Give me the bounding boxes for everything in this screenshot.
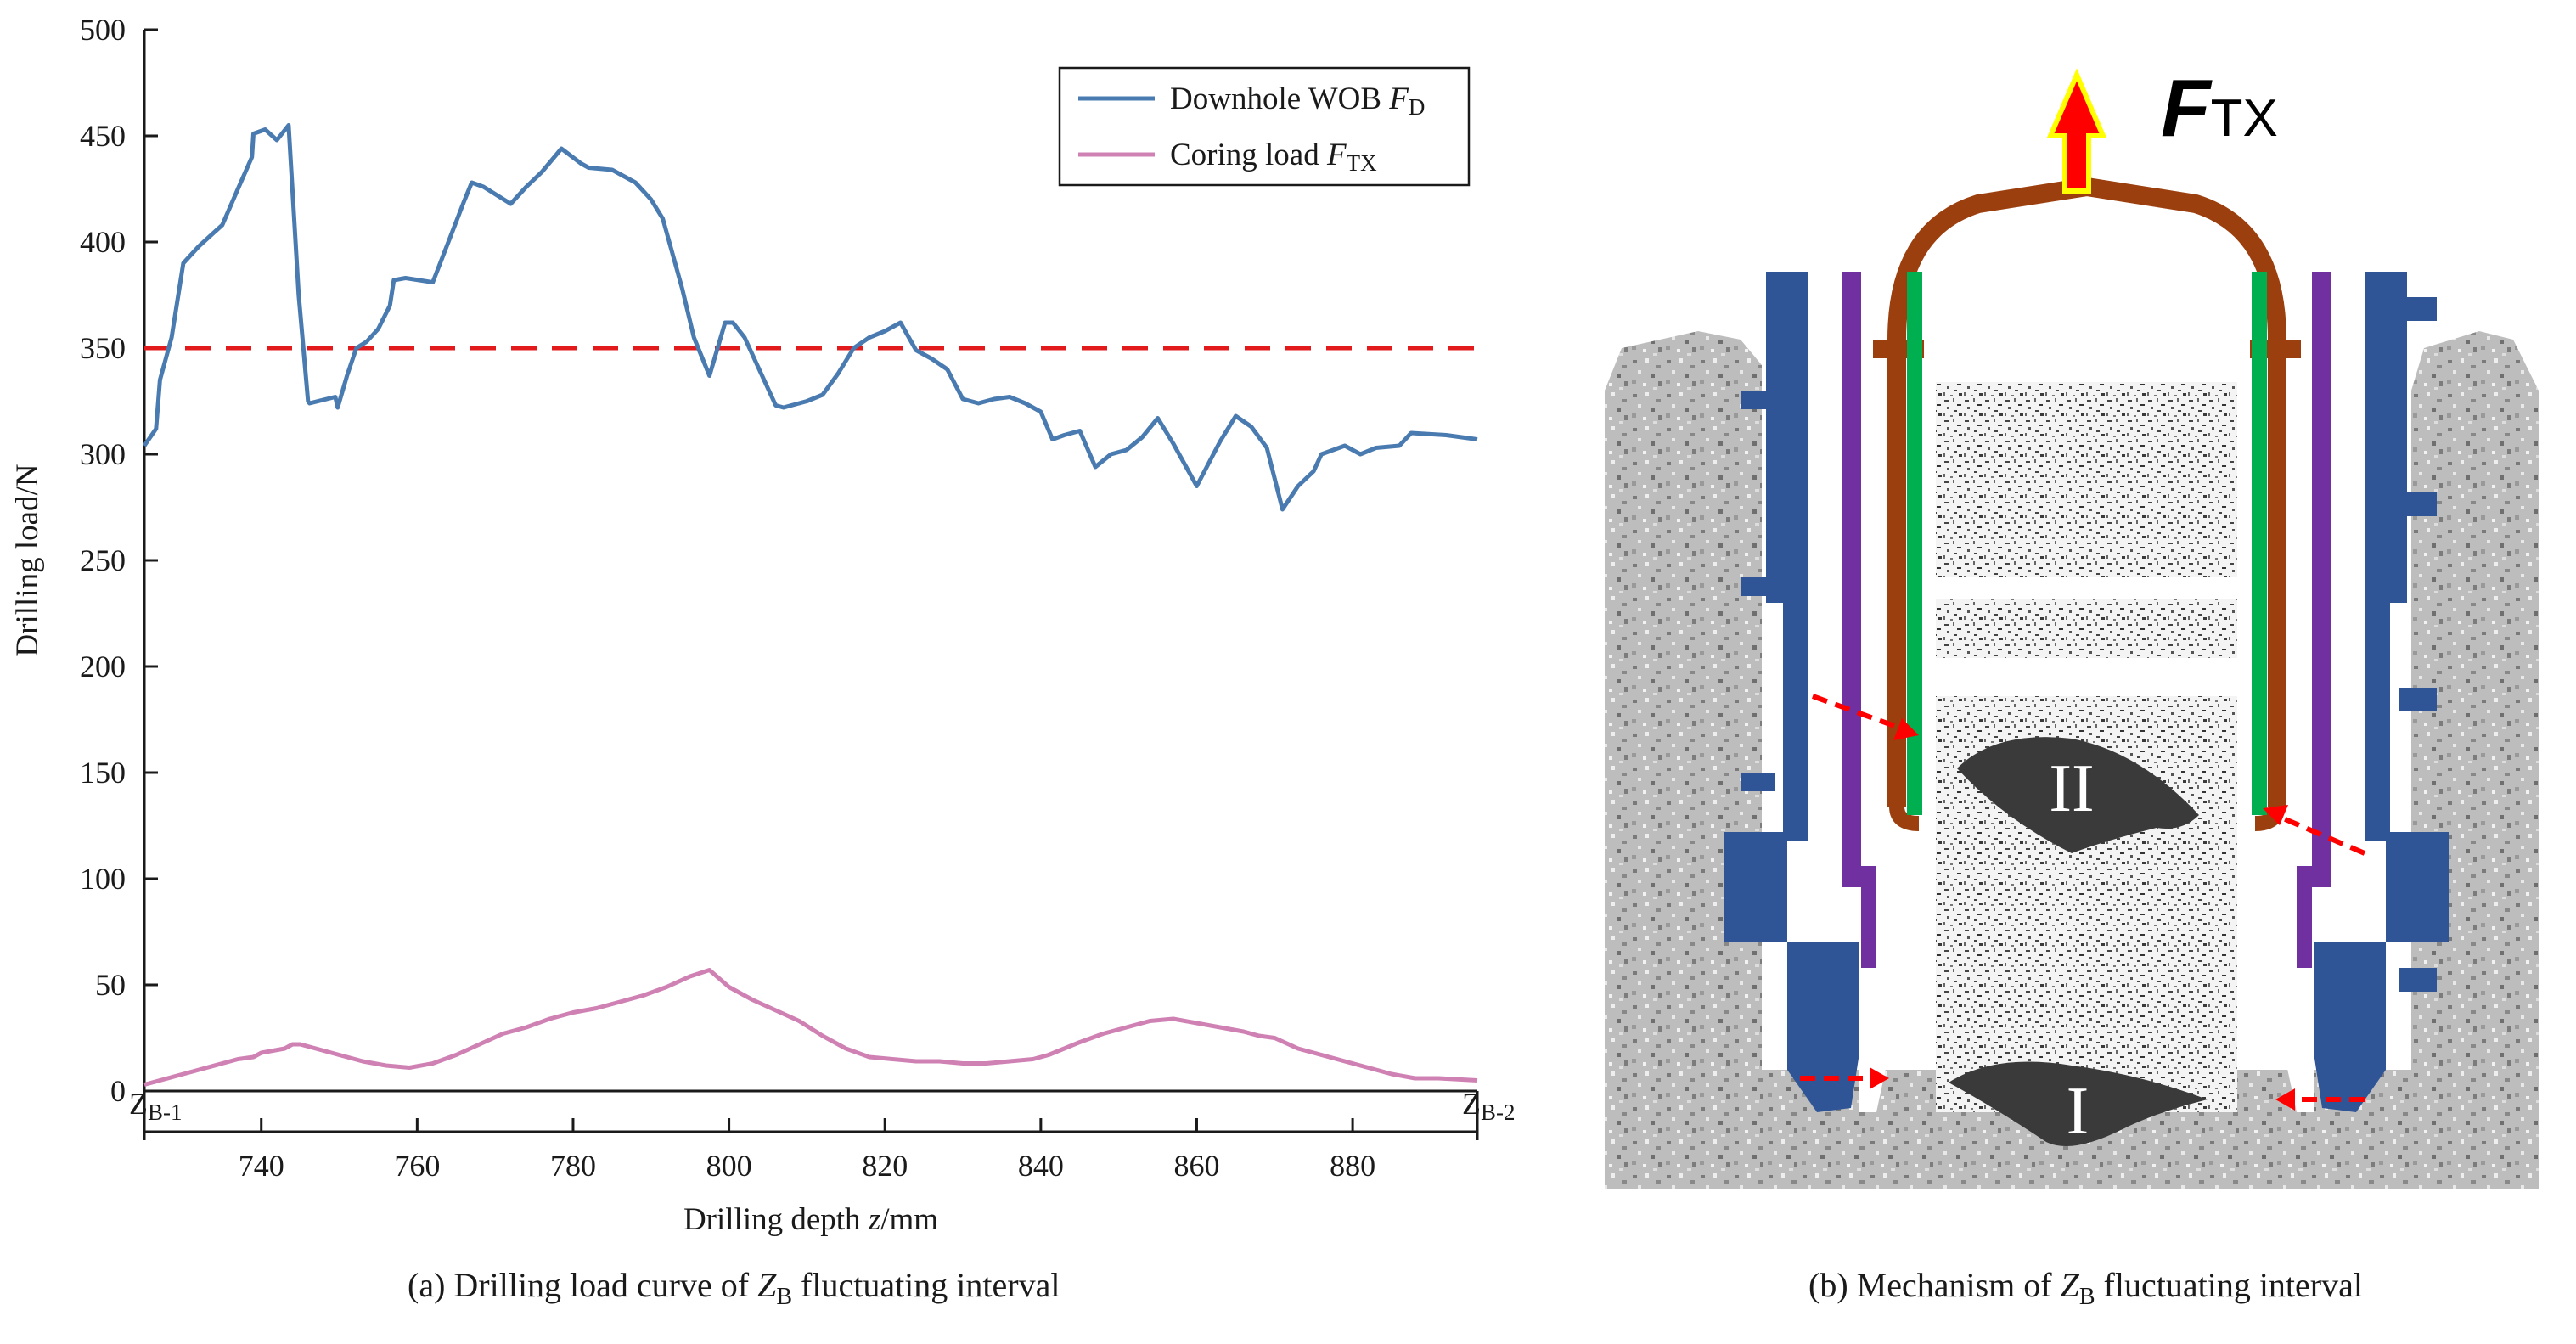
- y-tick-label: 350: [80, 331, 126, 365]
- zone-label-upper: II: [2049, 751, 2094, 826]
- core-middle: [1936, 599, 2237, 658]
- zone-start-label: ZB-1: [129, 1087, 183, 1125]
- legend-label-wob: Downhole WOB FD: [1170, 82, 1425, 120]
- y-ticks: 0 50 100 150 200 250 300 350 400 450 500: [80, 13, 158, 1108]
- y-tick-label: 250: [80, 543, 126, 577]
- chart-legend: Downhole WOB FD Coring load FTX: [1058, 66, 1471, 187]
- x-tick-label: 800: [706, 1149, 752, 1183]
- x-tick-label: 760: [394, 1149, 440, 1183]
- drilling-load-chart: 0 50 100 150 200 250 300 350 400 450 500 740 760 780…: [10, 13, 1516, 1237]
- x-tick-label: 880: [1330, 1149, 1375, 1183]
- y-tick-label: 0: [110, 1074, 126, 1108]
- y-tick-label: 400: [80, 225, 126, 259]
- inner-tube: [1842, 272, 2331, 968]
- y-axis-label: Drilling load/N: [10, 464, 45, 656]
- coring-force-label: FTX: [2161, 63, 2278, 154]
- x-axis-label: Drilling depth z/mm: [683, 1202, 938, 1237]
- y-tick-label: 300: [80, 437, 126, 471]
- drill-body: [1724, 272, 2449, 1112]
- core-liner-bottom-left: [1889, 806, 1920, 831]
- mechanism-diagram: II I FTX: [1605, 63, 2539, 1189]
- x-ticks: 740 760 780 800 820 840 860 880: [239, 1118, 1375, 1183]
- flow-channels: [1808, 272, 2365, 1112]
- x-tick-label: 740: [239, 1149, 284, 1183]
- inclusion-lower: [1949, 1061, 2208, 1146]
- green-tube-right: [2252, 272, 2267, 815]
- y-tick-label: 500: [80, 13, 126, 47]
- series-downhole-wob-line: [142, 123, 1478, 512]
- rock-formation: [1605, 331, 1762, 1189]
- caption-right: (b) Mechanism of ZB fluctuating interval: [1808, 1266, 2363, 1310]
- y-tick-label: 50: [95, 968, 126, 1002]
- green-tube-left: [1907, 272, 1922, 815]
- caption-left: (a) Drilling load curve of ZB fluctuatin…: [408, 1266, 1060, 1310]
- chart-axes: [143, 30, 1479, 1140]
- series-coring-load-line: [143, 968, 1478, 1087]
- zone-label-lower: I: [2067, 1074, 2089, 1149]
- contact-force-arrowheads: [1870, 718, 2295, 1111]
- y-tick-label: 200: [80, 650, 126, 683]
- x-tick-label: 860: [1173, 1149, 1219, 1183]
- core-upper: [1936, 382, 2237, 577]
- y-tick-label: 150: [80, 756, 126, 790]
- contact-force-arrows: [1800, 694, 2366, 1102]
- x-tick-label: 840: [1018, 1149, 1064, 1183]
- inclusion-upper: [1957, 737, 2199, 853]
- y-tick-label: 100: [80, 862, 126, 896]
- legend-label-coring: Coring load FTX: [1170, 138, 1377, 176]
- legend-box: [1058, 66, 1471, 187]
- zone-end-label: ZB-2: [1462, 1087, 1516, 1125]
- x-tick-label: 780: [550, 1149, 596, 1183]
- coring-force-arrow: [2046, 68, 2107, 194]
- x-tick-label: 820: [862, 1149, 908, 1183]
- y-tick-label: 450: [80, 119, 126, 153]
- rock-formation-right: [2411, 331, 2539, 1189]
